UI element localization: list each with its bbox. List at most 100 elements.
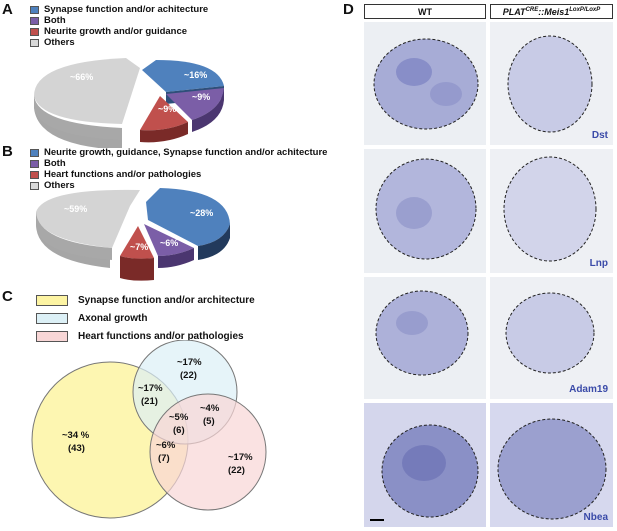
tissue-stain (376, 291, 468, 375)
legend-swatch (36, 330, 68, 342)
pie-slice-synapse (142, 60, 224, 92)
legend-swatch (30, 159, 39, 168)
legend-label: Synapse function and/or architecture (78, 294, 255, 306)
panel-a-legend: Synapse function and/or achitecture Both… (30, 4, 208, 48)
nucleus-outline (507, 35, 593, 133)
venn-all-three-pct: ~5% (169, 412, 189, 423)
nucleus-outline (375, 290, 469, 376)
tissue-section (375, 290, 469, 376)
legend-item: Neurite growth, guidance, Synapse functi… (30, 147, 327, 158)
legend-item: Synapse function and/or achitecture (30, 4, 208, 15)
venn-synapse-axonal-pct: ~17% (138, 383, 163, 394)
legend-label: Axonal growth (78, 312, 148, 324)
ish-image-wt-dst (364, 22, 486, 145)
venn-synapse-heart-pct: ~6% (156, 440, 176, 451)
legend-swatch (30, 170, 39, 179)
pie-slice-others-front (36, 212, 112, 260)
gene-label-dst: Dst (591, 130, 608, 141)
legend-item: Others (30, 180, 327, 191)
venn-axonal-only-pct: ~17% (177, 357, 202, 368)
pie-slice-neurite (140, 96, 188, 131)
venn-heart-only-pct: ~17% (228, 452, 253, 463)
pie-slice-both (144, 224, 194, 256)
tissue-section (507, 35, 593, 133)
legend-swatch (30, 181, 39, 190)
legend-label: Neurite growth and/or guidance (44, 26, 188, 37)
legend-item: Synapse function and/or architecture (36, 293, 255, 307)
gene-label-nbea: Nbea (583, 512, 608, 523)
panel-label-c: C (2, 288, 13, 305)
legend-label: Heart functions and/or pathologies (78, 330, 244, 342)
venn-heart-only-n: (22) (228, 465, 245, 476)
tissue-section (373, 38, 479, 130)
legend-item: Others (30, 37, 208, 48)
legend-item: Heart functions and/or pathologies (30, 169, 327, 180)
tissue-section (505, 292, 595, 374)
tissue-section (375, 158, 477, 260)
legend-label: Both (44, 15, 66, 26)
venn-all-three-n: (6) (173, 425, 185, 436)
legend-item: Axonal growth (36, 311, 255, 325)
panel-a-pie-chart: ~66% ~16% ~9% ~9% (34, 58, 224, 148)
legend-label: Heart functions and/or pathologies (44, 169, 202, 180)
panel-b-legend: Neurite growth, guidance, Synapse functi… (30, 147, 327, 191)
pie-slice-neurite-side (198, 224, 230, 260)
ish-image-mut-adam19: Adam19 (490, 277, 613, 399)
nucleus-outline (503, 156, 597, 262)
tissue-stain (504, 157, 596, 261)
panel-label-b: B (2, 143, 13, 160)
ish-image-wt-adam19 (364, 277, 486, 399)
tissue-stain (508, 36, 592, 132)
panel-c-venn-diagram: ~34 % (43) ~17% (22) ~17% (21) ~5% (6) ~… (31, 340, 267, 519)
panel-label-a: A (2, 1, 13, 18)
ish-image-mut-lnp: Lnp (490, 149, 613, 273)
legend-swatch (30, 38, 39, 47)
gene-label-adam19: Adam19 (569, 384, 608, 395)
nucleus-outline (373, 38, 479, 130)
pie-label-others: ~66% (70, 72, 93, 82)
legend-label: Neurite growth, guidance, Synapse functi… (44, 147, 328, 158)
legend-label: Both (44, 158, 66, 169)
nucleus-outline (375, 158, 477, 260)
pie-slice-others-front (34, 96, 122, 140)
pie-slice-heart-side (120, 256, 154, 281)
legend-swatch (30, 148, 39, 157)
legend-swatch (30, 5, 39, 14)
venn-synapse-heart-n: (7) (158, 453, 170, 464)
tissue-section (497, 418, 607, 520)
legend-swatch (36, 294, 68, 306)
ish-image-wt-nbea (364, 403, 486, 527)
pie-slice-neurite-side (140, 122, 188, 143)
legend-swatch (36, 312, 68, 324)
pie-slice-both-side (158, 248, 194, 268)
venn-synapse-only-pct: ~34 % (62, 430, 90, 441)
venn-synapse-only-n: (43) (68, 443, 85, 454)
legend-item: Both (30, 15, 208, 26)
legend-swatch (30, 27, 39, 36)
pie-label-neurite: ~28% (190, 208, 213, 218)
panel-label-d: D (343, 1, 354, 18)
pie-label-others: ~59% (64, 204, 87, 214)
venn-axonal-heart-pct: ~4% (200, 403, 220, 414)
venn-axonal-heart-n: (5) (203, 416, 215, 427)
legend-label: Synapse function and/or achitecture (44, 4, 209, 15)
venn-circle-heart (149, 393, 267, 511)
tissue-stain (498, 419, 606, 519)
panel-c-legend: Synapse function and/or architecture Axo… (36, 293, 255, 347)
pie-slice-others (36, 189, 140, 248)
nucleus-outline (381, 424, 479, 518)
pie-slice-others-side (34, 96, 122, 148)
legend-item: Heart functions and/or pathologies (36, 329, 255, 343)
nucleus-outline (497, 418, 607, 520)
gene-label-lnp: Lnp (589, 258, 608, 269)
ish-image-mut-dst: Dst (490, 22, 613, 145)
tissue-section (370, 424, 479, 521)
pie-label-both: ~9% (192, 92, 210, 102)
legend-item: Both (30, 158, 327, 169)
pie-slice-others (34, 58, 140, 124)
scale-bar (370, 519, 384, 521)
pie-label-heart: ~7% (130, 242, 148, 252)
legend-item: Neurite growth and/or guidance (30, 26, 208, 37)
venn-axonal-only-n: (22) (180, 370, 197, 381)
ish-image-wt-lnp (364, 149, 486, 273)
